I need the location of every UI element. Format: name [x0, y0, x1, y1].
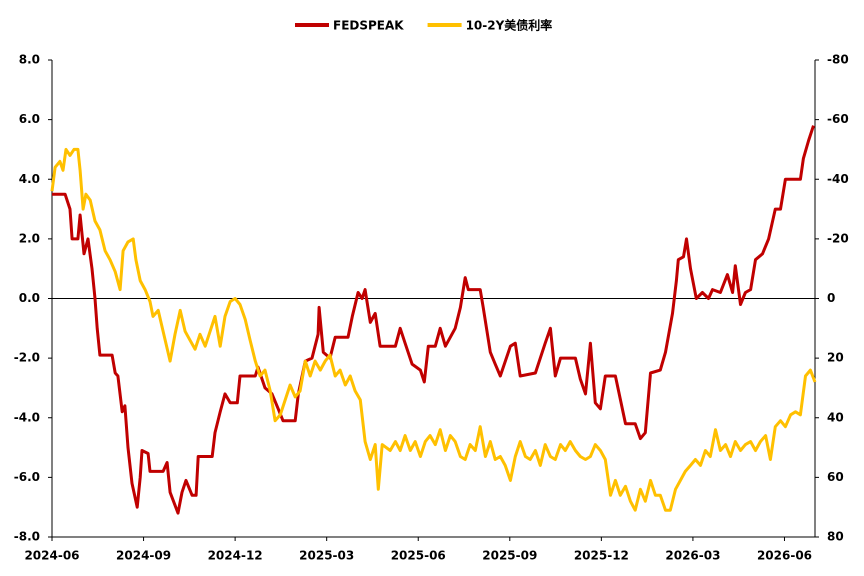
y2-tick-label: 80 — [827, 530, 844, 544]
y-tick-label: -2.0 — [14, 351, 40, 365]
x-tick-label: 2025-03 — [299, 549, 354, 563]
y2-tick-label: 0 — [827, 291, 835, 305]
y-tick-label: 2.0 — [19, 231, 40, 245]
y-tick-label: 6.0 — [19, 112, 40, 126]
y2-tick-label: 20 — [827, 351, 844, 365]
legend-label: 10-2Y美债利率 — [466, 18, 553, 33]
series-line — [52, 125, 815, 515]
y2-tick-label: -40 — [827, 172, 849, 186]
x-tick-label: 2024-09 — [116, 549, 171, 563]
y-tick-label: -4.0 — [14, 410, 40, 424]
y2-tick-label: -60 — [827, 112, 849, 126]
y-tick-label: 8.0 — [19, 53, 40, 67]
y-tick-label: 4.0 — [19, 172, 40, 186]
x-tick-label: 2025-06 — [391, 549, 446, 563]
y2-tick-label: 40 — [827, 410, 844, 424]
series-line — [50, 147, 817, 512]
y2-tick-label: 60 — [827, 470, 844, 484]
y-tick-label: -6.0 — [14, 470, 40, 484]
x-tick-label: 2025-09 — [482, 549, 537, 563]
x-tick-label: 2024-12 — [208, 549, 263, 563]
y-tick-label: -8.0 — [14, 530, 40, 544]
x-tick-label: 2024-06 — [24, 549, 79, 563]
y2-tick-label: -80 — [827, 53, 849, 67]
y2-tick-label: -20 — [827, 231, 849, 245]
x-tick-label: 2025-12 — [574, 549, 629, 563]
x-tick-label: 2026-03 — [665, 549, 720, 563]
y-tick-label: 0.0 — [19, 291, 40, 305]
x-tick-label: 2026-06 — [757, 549, 812, 563]
legend-label: FEDSPEAK — [333, 19, 404, 33]
